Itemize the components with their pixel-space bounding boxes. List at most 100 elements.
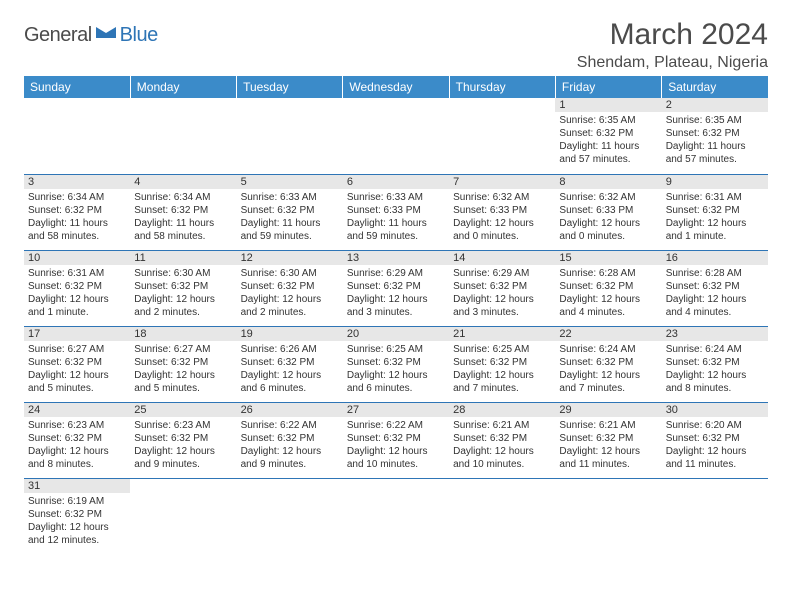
weekday-header: Friday — [555, 76, 661, 98]
detail-line: Sunset: 6:32 PM — [28, 204, 126, 217]
detail-line: Daylight: 11 hours and 58 minutes. — [134, 217, 232, 243]
day-number: 4 — [130, 175, 236, 189]
detail-line: Sunset: 6:32 PM — [241, 280, 339, 293]
calendar-table: Sunday Monday Tuesday Wednesday Thursday… — [24, 76, 768, 554]
day-number: 16 — [662, 251, 768, 265]
day-details: Sunrise: 6:24 AMSunset: 6:32 PMDaylight:… — [555, 341, 661, 397]
detail-line: Daylight: 12 hours and 3 minutes. — [453, 293, 551, 319]
detail-line: Sunrise: 6:28 AM — [666, 267, 764, 280]
day-details: Sunrise: 6:35 AMSunset: 6:32 PMDaylight:… — [662, 112, 768, 168]
calendar-body: 1Sunrise: 6:35 AMSunset: 6:32 PMDaylight… — [24, 98, 768, 554]
day-number: 9 — [662, 175, 768, 189]
location-text: Shendam, Plateau, Nigeria — [577, 54, 768, 72]
detail-line: Daylight: 11 hours and 59 minutes. — [241, 217, 339, 243]
day-number: 18 — [130, 327, 236, 341]
day-details: Sunrise: 6:20 AMSunset: 6:32 PMDaylight:… — [662, 417, 768, 473]
logo: General Blue — [24, 24, 158, 47]
calendar-cell: 15Sunrise: 6:28 AMSunset: 6:32 PMDayligh… — [555, 250, 661, 326]
day-details: Sunrise: 6:34 AMSunset: 6:32 PMDaylight:… — [130, 189, 236, 245]
detail-line: Sunrise: 6:19 AM — [28, 495, 126, 508]
detail-line: Sunrise: 6:29 AM — [347, 267, 445, 280]
detail-line: Sunrise: 6:27 AM — [134, 343, 232, 356]
day-number — [555, 479, 661, 493]
detail-line: Sunrise: 6:31 AM — [28, 267, 126, 280]
day-details: Sunrise: 6:27 AMSunset: 6:32 PMDaylight:… — [24, 341, 130, 397]
detail-line: Sunset: 6:32 PM — [559, 356, 657, 369]
day-details — [130, 112, 236, 116]
calendar-cell: 29Sunrise: 6:21 AMSunset: 6:32 PMDayligh… — [555, 402, 661, 478]
day-details: Sunrise: 6:26 AMSunset: 6:32 PMDaylight:… — [237, 341, 343, 397]
day-details: Sunrise: 6:30 AMSunset: 6:32 PMDaylight:… — [237, 265, 343, 321]
day-details — [449, 493, 555, 497]
detail-line: Sunset: 6:32 PM — [559, 127, 657, 140]
calendar-row: 1Sunrise: 6:35 AMSunset: 6:32 PMDaylight… — [24, 98, 768, 174]
day-details: Sunrise: 6:29 AMSunset: 6:32 PMDaylight:… — [449, 265, 555, 321]
detail-line: Sunrise: 6:31 AM — [666, 191, 764, 204]
detail-line: Daylight: 11 hours and 58 minutes. — [28, 217, 126, 243]
detail-line: Daylight: 12 hours and 10 minutes. — [347, 445, 445, 471]
weekday-header: Sunday — [24, 76, 130, 98]
calendar-cell — [343, 478, 449, 554]
day-details — [237, 493, 343, 497]
calendar-cell: 23Sunrise: 6:24 AMSunset: 6:32 PMDayligh… — [662, 326, 768, 402]
detail-line: Daylight: 12 hours and 10 minutes. — [453, 445, 551, 471]
detail-line: Sunset: 6:32 PM — [347, 280, 445, 293]
day-number — [237, 479, 343, 493]
detail-line: Sunset: 6:32 PM — [666, 280, 764, 293]
calendar-row: 17Sunrise: 6:27 AMSunset: 6:32 PMDayligh… — [24, 326, 768, 402]
weekday-header: Wednesday — [343, 76, 449, 98]
day-details: Sunrise: 6:31 AMSunset: 6:32 PMDaylight:… — [24, 265, 130, 321]
detail-line: Daylight: 12 hours and 1 minute. — [666, 217, 764, 243]
detail-line: Daylight: 12 hours and 3 minutes. — [347, 293, 445, 319]
day-number: 28 — [449, 403, 555, 417]
detail-line: Sunset: 6:32 PM — [453, 280, 551, 293]
day-details: Sunrise: 6:24 AMSunset: 6:32 PMDaylight:… — [662, 341, 768, 397]
calendar-cell: 17Sunrise: 6:27 AMSunset: 6:32 PMDayligh… — [24, 326, 130, 402]
calendar-cell: 1Sunrise: 6:35 AMSunset: 6:32 PMDaylight… — [555, 98, 661, 174]
detail-line: Sunrise: 6:35 AM — [559, 114, 657, 127]
calendar-row: 24Sunrise: 6:23 AMSunset: 6:32 PMDayligh… — [24, 402, 768, 478]
detail-line: Sunrise: 6:30 AM — [134, 267, 232, 280]
detail-line: Sunrise: 6:32 AM — [559, 191, 657, 204]
detail-line: Sunset: 6:32 PM — [666, 204, 764, 217]
detail-line: Daylight: 12 hours and 0 minutes. — [559, 217, 657, 243]
day-number: 23 — [662, 327, 768, 341]
detail-line: Daylight: 12 hours and 4 minutes. — [666, 293, 764, 319]
detail-line: Daylight: 12 hours and 8 minutes. — [28, 445, 126, 471]
detail-line: Daylight: 12 hours and 9 minutes. — [134, 445, 232, 471]
day-number: 29 — [555, 403, 661, 417]
calendar-cell — [130, 98, 236, 174]
detail-line: Daylight: 11 hours and 59 minutes. — [347, 217, 445, 243]
title-block: March 2024 Shendam, Plateau, Nigeria — [577, 18, 768, 72]
day-number: 6 — [343, 175, 449, 189]
day-number: 25 — [130, 403, 236, 417]
detail-line: Sunrise: 6:24 AM — [559, 343, 657, 356]
day-number: 8 — [555, 175, 661, 189]
day-number: 20 — [343, 327, 449, 341]
calendar-cell: 7Sunrise: 6:32 AMSunset: 6:33 PMDaylight… — [449, 174, 555, 250]
day-number: 7 — [449, 175, 555, 189]
calendar-cell: 13Sunrise: 6:29 AMSunset: 6:32 PMDayligh… — [343, 250, 449, 326]
detail-line: Sunrise: 6:34 AM — [134, 191, 232, 204]
day-number: 26 — [237, 403, 343, 417]
calendar-cell: 31Sunrise: 6:19 AMSunset: 6:32 PMDayligh… — [24, 478, 130, 554]
calendar-cell: 22Sunrise: 6:24 AMSunset: 6:32 PMDayligh… — [555, 326, 661, 402]
calendar-cell — [24, 98, 130, 174]
day-details: Sunrise: 6:22 AMSunset: 6:32 PMDaylight:… — [343, 417, 449, 473]
detail-line: Daylight: 12 hours and 2 minutes. — [241, 293, 339, 319]
day-details: Sunrise: 6:23 AMSunset: 6:32 PMDaylight:… — [24, 417, 130, 473]
day-details — [449, 112, 555, 116]
day-details: Sunrise: 6:28 AMSunset: 6:32 PMDaylight:… — [662, 265, 768, 321]
day-number: 27 — [343, 403, 449, 417]
logo-text-dark: General — [24, 24, 92, 47]
day-number: 15 — [555, 251, 661, 265]
day-number: 1 — [555, 98, 661, 112]
detail-line: Daylight: 12 hours and 7 minutes. — [559, 369, 657, 395]
day-number — [130, 98, 236, 112]
detail-line: Sunrise: 6:23 AM — [28, 419, 126, 432]
detail-line: Sunset: 6:32 PM — [347, 356, 445, 369]
detail-line: Sunrise: 6:26 AM — [241, 343, 339, 356]
detail-line: Sunset: 6:32 PM — [28, 432, 126, 445]
calendar-cell — [237, 478, 343, 554]
detail-line: Daylight: 11 hours and 57 minutes. — [666, 140, 764, 166]
